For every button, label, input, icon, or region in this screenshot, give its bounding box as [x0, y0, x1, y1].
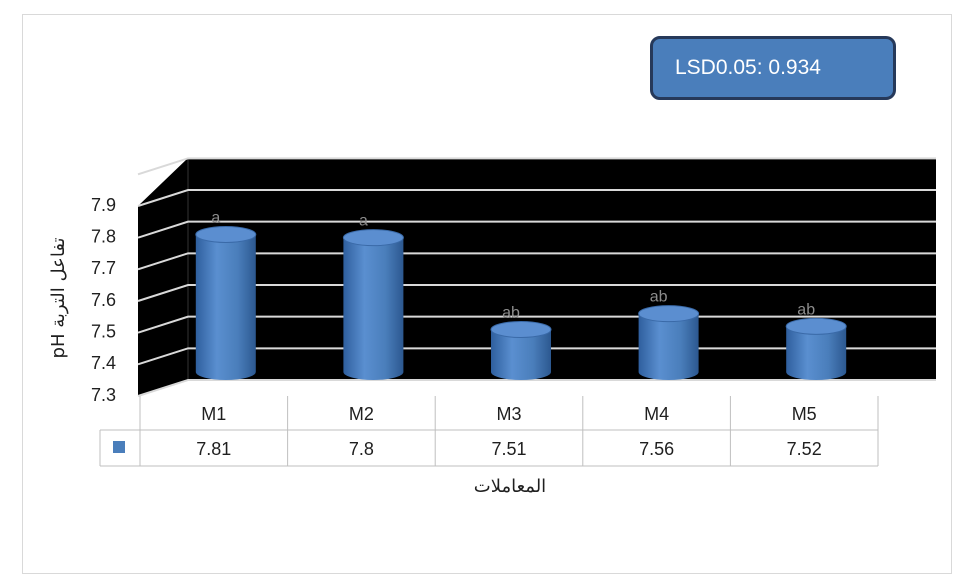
data-table-value: 7.52 — [787, 439, 822, 459]
bar-top — [638, 305, 700, 323]
gridline — [137, 189, 936, 207]
bar — [195, 226, 257, 380]
gridline — [137, 379, 936, 397]
category-label: M4 — [644, 404, 669, 424]
y-tick-label: 7.8 — [91, 226, 116, 246]
bar-top — [785, 317, 847, 335]
category-label: M2 — [349, 404, 374, 424]
y-tick-label: 7.5 — [91, 321, 116, 341]
data-table-value: 7.8 — [349, 439, 374, 459]
bar — [342, 229, 404, 380]
significance-letter: ab — [797, 301, 815, 318]
bar-body — [786, 326, 847, 380]
bar-body — [343, 237, 404, 380]
bar-body — [195, 234, 256, 380]
significance-letter: a — [359, 213, 368, 230]
significance-letter: ab — [502, 305, 520, 322]
y-tick-label: 7.6 — [91, 290, 116, 310]
gridline — [137, 220, 936, 239]
bar-top — [342, 229, 404, 247]
gridline — [137, 157, 936, 176]
bar-body — [638, 313, 699, 380]
data-table-value: 7.51 — [491, 439, 526, 459]
significance-letter: a — [211, 210, 220, 227]
category-label: M1 — [201, 404, 226, 424]
category-label: M5 — [792, 404, 817, 424]
bar — [638, 305, 700, 380]
legend-key — [113, 441, 125, 453]
plot-background — [138, 158, 936, 396]
category-label: M3 — [496, 404, 521, 424]
y-axis-ticks: 7.3 7.4 7.5 7.6 7.7 7.8 7.9 — [91, 195, 116, 405]
y-tick-label: 7.3 — [91, 385, 116, 405]
lsd-annotation-text: LSD0.05: 0.934 — [675, 56, 821, 79]
bar — [785, 317, 847, 380]
data-table-value: 7.81 — [196, 439, 231, 459]
significance-letters: a a ab ab ab — [211, 210, 815, 322]
lsd-annotation-box: LSD0.05: 0.934 — [650, 36, 896, 100]
y-tick-label: 7.9 — [91, 195, 116, 215]
y-axis-title: pH تفاعل التربة — [48, 238, 69, 359]
y-tick-label: 7.4 — [91, 353, 116, 373]
gridline — [137, 252, 936, 271]
data-table: M1 7.81 M2 7.8 M3 7.51 M4 7.56 M5 7.52 — [99, 396, 879, 467]
significance-letter: ab — [650, 289, 668, 306]
bar-body — [491, 329, 551, 380]
y-tick-label: 7.7 — [91, 258, 116, 278]
bar-top — [195, 226, 257, 243]
gridline — [137, 284, 936, 302]
bars — [195, 226, 847, 380]
bar — [490, 321, 552, 380]
x-axis-title: المعاملات — [474, 476, 546, 497]
bar-top — [490, 321, 552, 338]
data-table-value: 7.56 — [639, 439, 674, 459]
